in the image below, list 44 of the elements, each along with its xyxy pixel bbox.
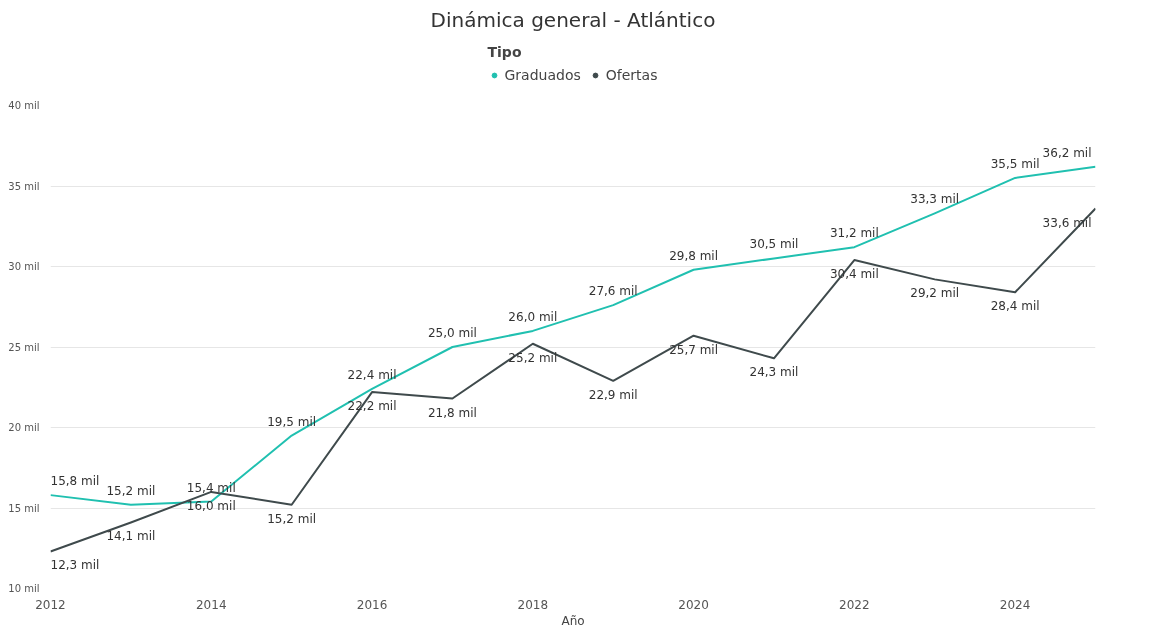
data-label: 33,3 mil [910,192,960,207]
y-tick-label: 30 mil [8,261,40,272]
data-label: 16,0 mil [186,498,236,513]
x-axis-title: Año [561,613,585,628]
y-tick-label: 40 mil [8,100,40,111]
data-label: 12,3 mil [50,558,100,573]
chart-title: Dinámica general - Atlántico [430,7,716,32]
data-label: 35,5 mil [990,156,1040,171]
data-label: 24,3 mil [749,365,799,380]
x-tick-label: 2020 [678,597,709,612]
x-tick-label: 2024 [999,597,1031,612]
data-label: 29,8 mil [669,248,719,263]
data-label: 25,7 mil [669,342,719,357]
y-tick-label: 20 mil [8,422,40,433]
y-tick-label: 25 mil [8,341,40,353]
data-label: 25,2 mil [508,350,558,365]
data-label: 15,8 mil [50,474,100,489]
data-label: 29,2 mil [910,286,960,301]
data-label: 22,9 mil [588,387,638,402]
legend-label: Graduados [504,67,581,83]
x-tick-label: 2018 [517,597,549,612]
data-label: 15,2 mil [106,483,156,498]
data-label: 36,2 mil [1042,145,1092,160]
data-label: 30,5 mil [749,237,799,252]
x-tick-label: 2016 [356,597,388,612]
data-label: 21,8 mil [427,405,477,420]
legend-label: Ofertas [605,67,658,83]
data-label: 31,2 mil [829,226,879,241]
data-label: 26,0 mil [508,309,558,324]
data-label: 27,6 mil [588,284,638,299]
line-series [50,207,1096,553]
y-tick-label: 15 mil [8,502,40,514]
x-tick-label: 2014 [196,597,227,612]
data-label: 19,5 mil [267,414,317,429]
x-tick-label: 2022 [839,597,870,612]
y-tick-label: 35 mil [8,180,40,192]
data-label: 28,4 mil [990,299,1040,314]
legend-title: Tipo [487,44,523,60]
data-label: 22,4 mil [347,367,397,382]
data-label: 15,2 mil [267,511,317,526]
x-tick-label: 2012 [35,597,66,612]
data-label: 14,1 mil [106,529,156,544]
data-label: 25,0 mil [427,326,477,340]
y-tick-label: 10 mil [8,583,40,594]
